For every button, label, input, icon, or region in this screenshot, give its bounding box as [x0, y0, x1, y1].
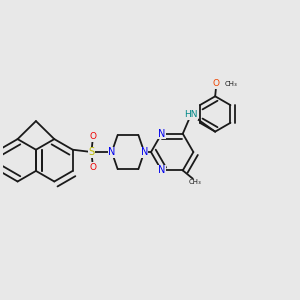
Text: O: O	[89, 163, 97, 172]
Text: S: S	[89, 147, 95, 157]
Text: N: N	[108, 147, 116, 157]
Text: CH₃: CH₃	[189, 178, 202, 184]
Text: HN: HN	[184, 110, 198, 119]
Text: O: O	[213, 80, 220, 88]
Text: O: O	[89, 132, 97, 141]
Text: N: N	[140, 147, 148, 157]
Text: N: N	[158, 129, 165, 139]
Text: CH₃: CH₃	[225, 81, 238, 87]
Text: N: N	[158, 165, 165, 176]
